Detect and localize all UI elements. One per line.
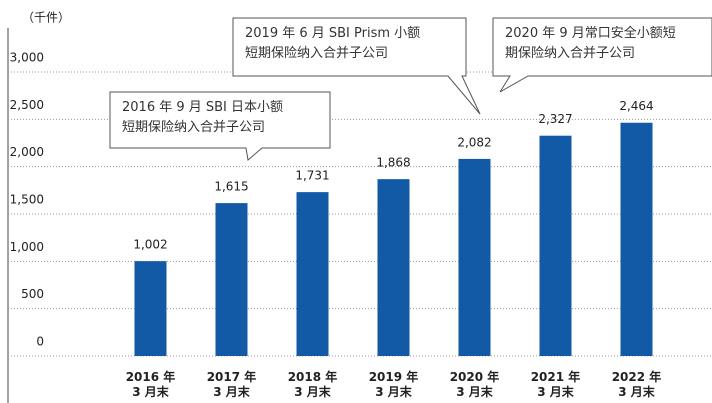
- annotation: 2019 年 6 月 SBI Prism 小额 短期保险纳入合并子公司: [245, 26, 421, 61]
- x-tick-label: 2021 年 3 月末: [530, 370, 581, 399]
- value-label: 1,731: [295, 169, 329, 183]
- callout-box: [232, 17, 481, 115]
- value-label: 1,615: [214, 180, 248, 194]
- callout-box: [109, 91, 331, 161]
- bar: [377, 179, 410, 356]
- x-tick-label: 2018 年 3 月末: [287, 370, 338, 399]
- x-tick-label: 2016 年 3 月末: [125, 370, 176, 399]
- bar: [620, 122, 653, 356]
- value-label: 2,082: [457, 135, 491, 149]
- bar: [458, 158, 491, 356]
- y-tick-label: 2,000: [10, 145, 44, 159]
- bar: [215, 203, 248, 356]
- y-tick-label: 0: [36, 335, 44, 349]
- bar: [296, 192, 329, 356]
- annotation: 2016 年 9 月 SBI 日本小额 短期保险纳入合并子公司: [122, 100, 284, 135]
- y-tick-label: 1,500: [10, 193, 44, 207]
- annotation: 2020 年 9 月常口安全小额短 期保险纳入合并子公司: [505, 26, 676, 61]
- x-tick-label: 2017 年 3 月末: [206, 370, 257, 399]
- value-label: 1,868: [376, 156, 410, 170]
- value-label: 2,327: [538, 112, 572, 126]
- value-label: 1,002: [133, 238, 167, 252]
- callout-box: [492, 17, 712, 93]
- x-tick-label: 2019 年 3 月末: [368, 370, 419, 399]
- y-tick-label: 3,000: [10, 51, 44, 65]
- x-tick-label: 2022 年 3 月末: [611, 370, 662, 399]
- y-tick-label: 2,500: [10, 98, 44, 112]
- y-tick-label: 1,000: [10, 240, 44, 254]
- bar: [539, 135, 572, 356]
- value-label: 2,464: [619, 99, 653, 113]
- bar: [134, 261, 167, 356]
- y-tick-label: 500: [21, 287, 44, 301]
- x-tick-label: 2020 年 3 月末: [449, 370, 500, 399]
- y-label: （千件）: [22, 11, 70, 25]
